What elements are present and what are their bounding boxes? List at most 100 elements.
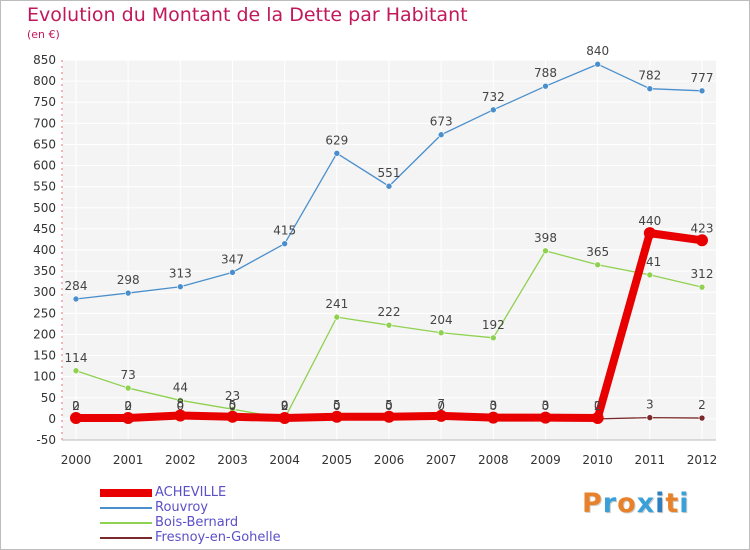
data-point [330, 410, 343, 423]
y-tick-label: 600 [33, 159, 56, 173]
data-point [643, 227, 656, 240]
data-label: 73 [121, 368, 136, 382]
y-tick-label: 150 [33, 349, 56, 363]
y-tick-label: 400 [33, 243, 56, 257]
logo-letter: i [679, 488, 690, 519]
x-tick-label: 2004 [269, 453, 300, 467]
data-label: 204 [430, 313, 453, 327]
legend-label: ACHEVILLE [155, 485, 227, 500]
data-label: 777 [691, 71, 714, 85]
data-point [385, 321, 393, 329]
chart-legend: ACHEVILLE Rouvroy Bois-Bernard Fresnoy-en-G… [100, 485, 281, 545]
data-point [281, 240, 288, 247]
data-label: 23 [225, 389, 240, 403]
x-tick-label: 2000 [61, 453, 92, 467]
data-label: 298 [117, 273, 140, 287]
data-label: 347 [221, 252, 244, 266]
data-label: 440 [638, 214, 661, 228]
proxiti-logo: Proxiti [582, 488, 690, 519]
data-point [539, 411, 552, 424]
y-tick-label: 750 [33, 95, 56, 109]
legend-item: Rouvroy [100, 500, 281, 515]
data-label: 788 [534, 66, 557, 80]
data-label: 5 [333, 398, 341, 412]
data-point [490, 106, 497, 114]
data-label: 840 [586, 44, 609, 58]
data-point [177, 283, 184, 291]
data-label: 9 [281, 398, 289, 412]
y-tick-label: 0 [48, 412, 56, 426]
data-point [229, 269, 236, 276]
legend-swatch [100, 536, 152, 539]
data-label: 312 [691, 267, 714, 281]
logo-letter: t [665, 488, 680, 519]
x-tick-label: 2012 [687, 453, 718, 467]
data-label: 2 [594, 399, 602, 413]
y-tick-label: 700 [33, 116, 56, 130]
legend-swatch [100, 506, 152, 509]
data-label: 398 [534, 231, 557, 245]
y-tick-label: 350 [33, 264, 56, 278]
data-label: 3 [542, 399, 550, 413]
data-point [542, 82, 549, 90]
chart-subtitle: (en €) [27, 28, 60, 41]
y-tick-label: 850 [33, 53, 56, 67]
data-label: 44 [173, 380, 188, 394]
data-label: 0 [229, 399, 237, 413]
logo-letter: r [602, 488, 618, 519]
data-point [437, 329, 445, 337]
data-point [385, 182, 393, 190]
data-label: 7 [437, 397, 445, 411]
data-label: 0 [437, 399, 445, 413]
data-point [124, 289, 132, 297]
data-label: 2 [281, 399, 289, 413]
data-label: 629 [325, 133, 348, 147]
logo-letter: i [655, 488, 666, 519]
y-tick-label: 50 [41, 391, 56, 405]
y-tick-label: 650 [33, 137, 56, 151]
data-label: 0 [281, 399, 289, 413]
data-label: 782 [638, 69, 661, 83]
data-label: 673 [430, 115, 453, 129]
data-label: 732 [482, 90, 505, 104]
data-point [698, 87, 706, 95]
data-label: 284 [65, 279, 88, 293]
x-tick-label: 2006 [374, 453, 405, 467]
data-point [226, 410, 239, 423]
data-point [72, 295, 80, 303]
x-tick-label: 2003 [217, 453, 248, 467]
legend-label: Fresnoy-en-Gohelle [155, 530, 281, 545]
y-tick-label: 450 [33, 222, 56, 236]
data-point [646, 414, 654, 421]
y-tick-label: 500 [33, 201, 56, 215]
y-tick-label: 800 [33, 74, 56, 88]
data-point [174, 409, 187, 422]
logo-letter: o [617, 488, 637, 519]
chart-title: Evolution du Montant de la Dette par Hab… [27, 4, 468, 26]
data-point [70, 412, 82, 425]
data-label: 0 [177, 399, 185, 413]
data-label: 222 [378, 305, 401, 319]
data-point [646, 85, 654, 93]
data-point [383, 410, 395, 423]
data-label: 2 [124, 399, 132, 413]
data-label: 3 [490, 399, 498, 413]
data-label: 423 [691, 221, 714, 235]
data-point [333, 313, 341, 321]
data-label: 0 [124, 399, 132, 413]
legend-label: Rouvroy [155, 500, 209, 515]
data-point [333, 150, 341, 157]
x-tick-label: 2002 [165, 453, 196, 467]
data-point [437, 131, 445, 139]
y-tick-label: 300 [33, 285, 56, 299]
data-label: 3 [646, 398, 654, 412]
data-label: 5 [229, 398, 237, 412]
data-point [696, 234, 708, 247]
data-label: 2 [72, 399, 80, 413]
x-tick-label: 2009 [530, 453, 561, 467]
data-point [122, 412, 135, 425]
logo-letter: x [636, 488, 656, 519]
data-point [490, 334, 497, 342]
data-point [278, 412, 291, 425]
